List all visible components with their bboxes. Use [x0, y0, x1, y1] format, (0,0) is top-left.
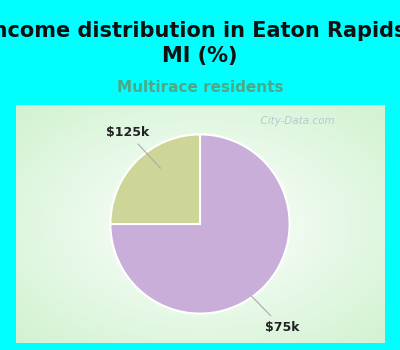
Wedge shape	[110, 134, 200, 224]
Wedge shape	[110, 134, 290, 314]
Text: City-Data.com: City-Data.com	[254, 116, 334, 126]
Text: Multirace residents: Multirace residents	[117, 79, 283, 94]
Text: $75k: $75k	[251, 296, 299, 334]
Text: $125k: $125k	[106, 126, 160, 168]
Text: Income distribution in Eaton Rapids,
MI (%): Income distribution in Eaton Rapids, MI …	[0, 21, 400, 66]
